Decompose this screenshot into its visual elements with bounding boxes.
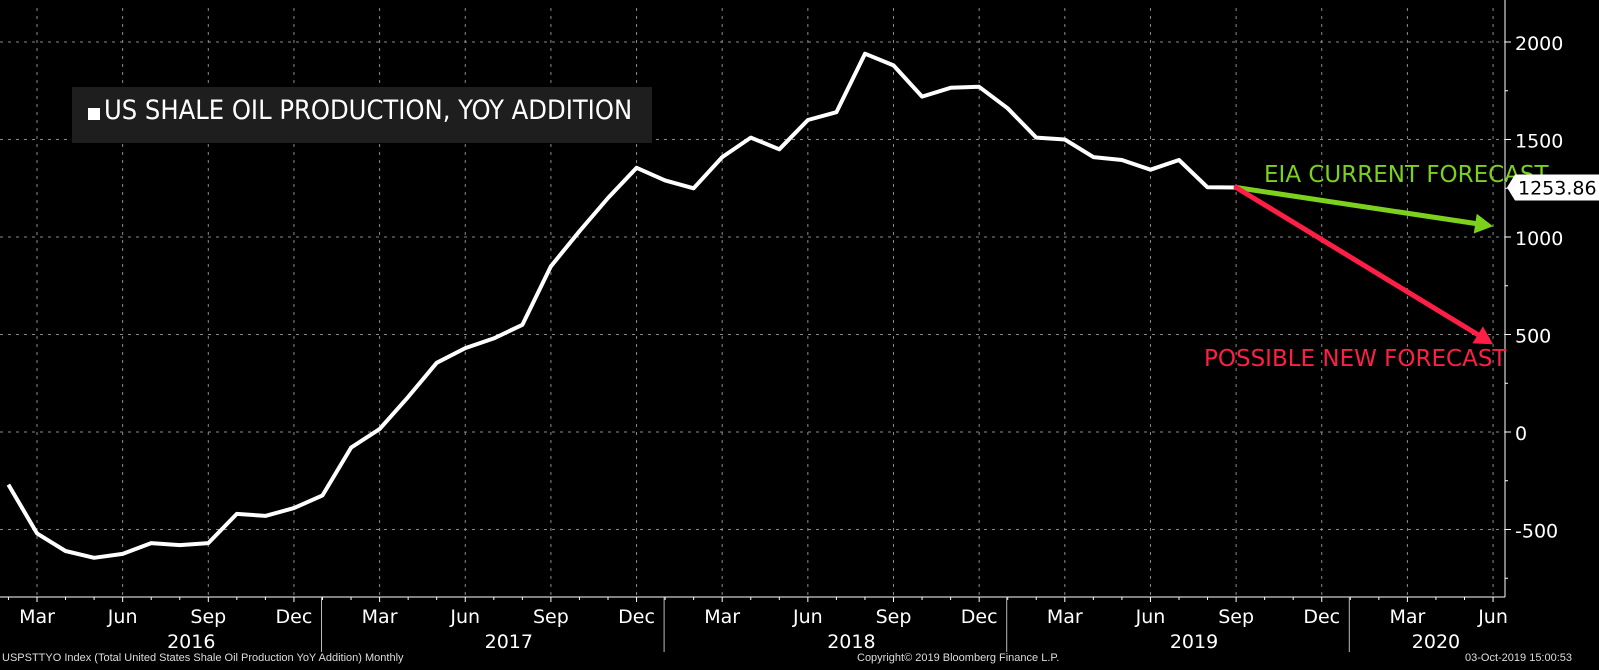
x-tick-label: Jun [792,606,823,628]
eia-forecast-arrow-head [1473,213,1494,234]
x-tick-label: Jun [1477,606,1508,628]
labels-layer: EIA CURRENT FORECAST POSSIBLE NEW FORECAS… [1204,162,1599,372]
possible-forecast-arrow [1233,184,1490,343]
possible-forecast-arrow-head [1472,326,1494,345]
last-value-label: 1253.86 [1518,177,1597,199]
x-tick-label: Mar [362,606,398,628]
x-tick-label: Mar [19,606,55,628]
x-year-label: 2016 [167,631,215,653]
y-tick-label: 500 [1515,326,1551,348]
legend-marker [88,108,100,120]
x-year-label: 2019 [1170,631,1218,653]
x-tick-label: Dec [961,606,998,628]
eia-forecast-label: EIA CURRENT FORECAST [1264,162,1550,188]
x-tick-label: Sep [1218,606,1254,628]
legend-box [72,87,652,143]
x-tick-label: Mar [1047,606,1083,628]
last-value-badge-bg [1507,174,1599,201]
y-tick-label: 2000 [1515,33,1563,55]
grid [0,8,1505,597]
x-tick-label: Jun [449,606,480,628]
x-tick-label: Sep [876,606,912,628]
x-tick-label: Mar [704,606,740,628]
x-year-label: 2018 [827,631,875,653]
x-tick-label: Sep [533,606,569,628]
last-value-badge: 1253.86 [1507,174,1599,201]
x-tick-label: Dec [618,606,655,628]
y-tick-label: -500 [1515,521,1558,543]
series-line-shale-oil [6,51,1237,560]
footer-index-description: USPSTTYO Index (Total United States Shal… [2,652,404,664]
x-tick-label: Dec [1303,606,1340,628]
chart-title: US SHALE OIL PRODUCTION, YOY ADDITION [104,95,633,126]
footer-timestamp: 03-Oct-2019 15:00:53 [1465,652,1573,664]
x-year-label: 2017 [485,631,533,653]
x-tick-label: Sep [190,606,226,628]
x-tick-label: Mar [1389,606,1425,628]
x-tick-label: Jun [107,606,138,628]
x-year-label: 2020 [1412,631,1460,653]
y-tick-label: 1500 [1515,131,1563,153]
possible-forecast-label: POSSIBLE NEW FORECAST [1204,346,1507,372]
axes: -500 0 500 1000 1500 2000 Mar Jun Sep Dec Mar Jun Se… [0,0,1563,653]
y-tick-label: 0 [1515,423,1527,445]
eia-forecast-arrow [1233,184,1490,228]
x-tick-label: Jun [1135,606,1166,628]
footer-copyright: Copyright© 2019 Bloomberg Finance L.P. [857,652,1060,664]
x-tick-label: Dec [276,606,313,628]
y-tick-label: 1000 [1515,228,1563,250]
series-layer [6,51,1494,560]
